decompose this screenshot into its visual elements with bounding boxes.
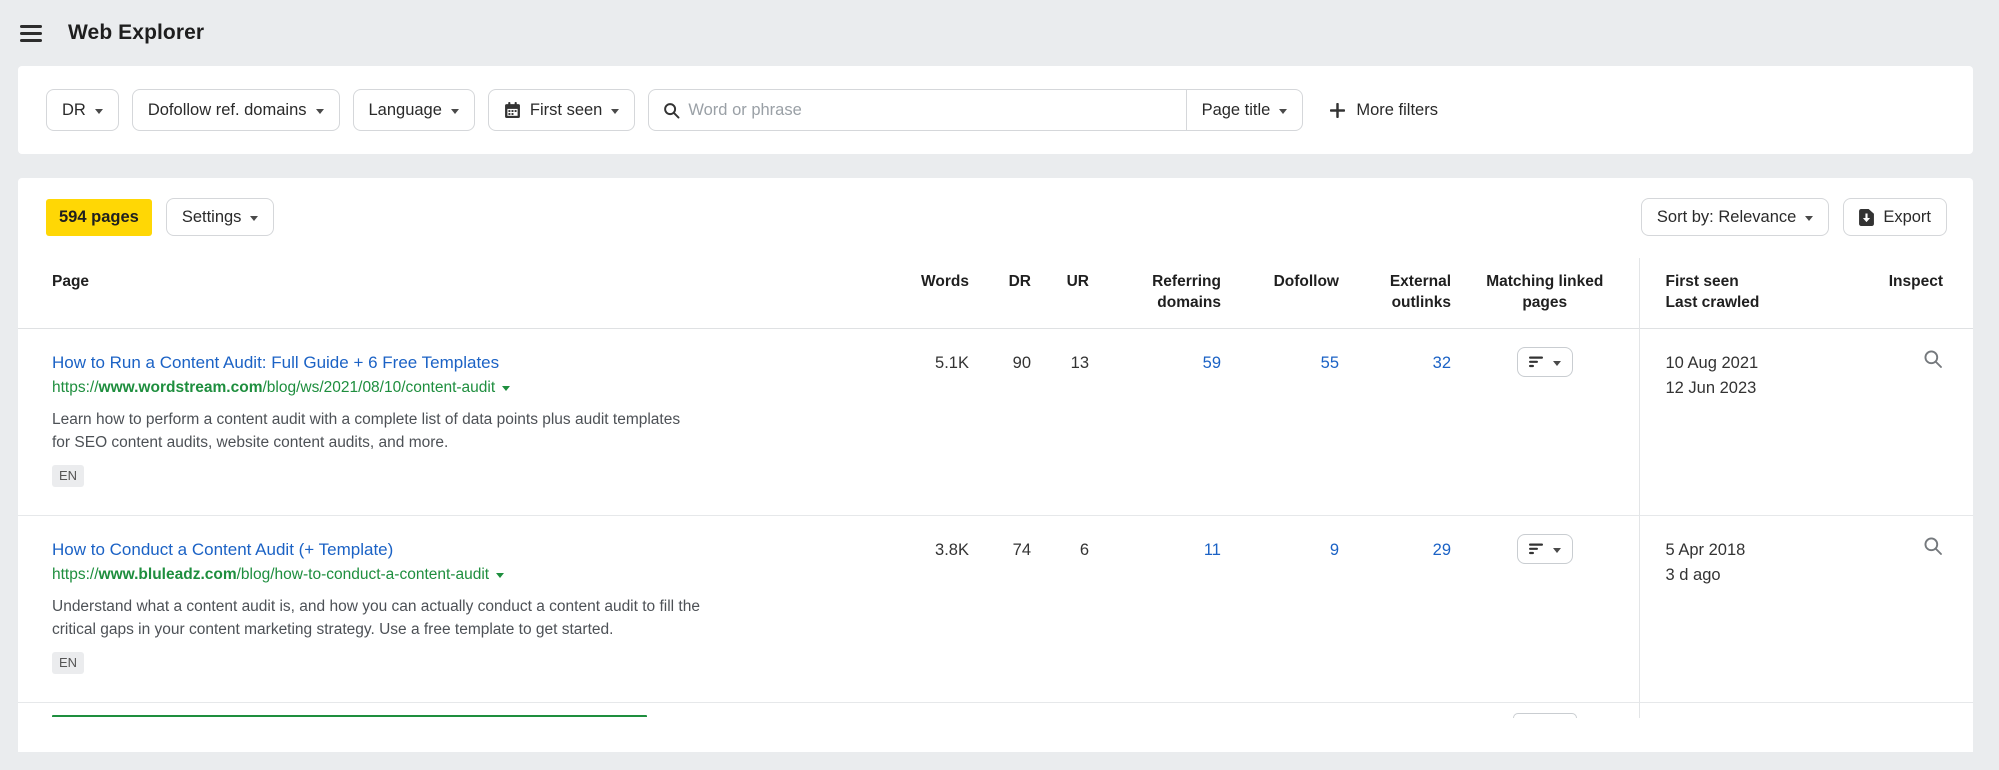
language-badge: EN xyxy=(52,465,85,487)
chevron-down-icon xyxy=(450,108,459,114)
plus-icon xyxy=(1330,102,1346,118)
inspect-button[interactable] xyxy=(1923,349,1943,372)
result-url-path: /blog/ws/2021/08/10/content-audit xyxy=(262,379,496,396)
dr-cell: 90 xyxy=(1012,354,1031,372)
export-icon xyxy=(1859,208,1875,226)
dofollow-ref-domains-filter-button[interactable]: Dofollow ref. domains xyxy=(131,89,340,131)
dates-cell: 10 Aug 2021 12 Jun 2023 xyxy=(1638,328,1887,516)
next-row-peek xyxy=(18,702,1973,718)
dofollow-filter-label: Dofollow ref. domains xyxy=(147,100,307,119)
top-header: Web Explorer xyxy=(0,0,1999,66)
column-header-inspect: Inspect xyxy=(1888,273,1943,290)
column-header-dofollow[interactable]: Dofollow xyxy=(1273,273,1339,290)
column-header-referring-domains[interactable]: Referring domains xyxy=(1152,273,1221,311)
dr-filter-button[interactable]: DR xyxy=(46,89,119,131)
first-seen-filter-button[interactable]: First seen xyxy=(487,89,636,131)
ur-cell: 6 xyxy=(1079,541,1089,559)
column-header-external-outlinks[interactable]: External outlinks xyxy=(1389,273,1451,311)
chevron-down-icon xyxy=(250,215,259,221)
dr-cell: 74 xyxy=(1012,541,1031,559)
more-filters-label: More filters xyxy=(1356,100,1438,119)
language-filter-label: Language xyxy=(368,100,442,119)
result-url-domain: www.wordstream.com xyxy=(98,379,263,396)
result-description: Learn how to perform a content audit wit… xyxy=(52,411,681,451)
results-panel: 594 pages Settings Sort by: Relevance Ex… xyxy=(18,178,1973,752)
more-filters-button[interactable]: More filters xyxy=(1326,101,1442,120)
results-count-badge: 594 pages xyxy=(46,198,152,236)
chevron-down-icon xyxy=(1552,360,1561,366)
magnifier-icon xyxy=(1924,350,1942,368)
settings-label: Settings xyxy=(181,207,242,226)
language-badge: EN xyxy=(52,652,85,674)
next-row-title-peek xyxy=(52,703,877,717)
chevron-down-icon xyxy=(611,108,620,114)
referring-domains-link[interactable]: 59 xyxy=(1202,354,1221,372)
language-filter-button[interactable]: Language xyxy=(352,89,475,131)
results-toolbar: 594 pages Settings Sort by: Relevance Ex… xyxy=(18,198,1973,236)
result-description: Understand what a content audit is, and … xyxy=(52,598,700,638)
dates-cell: 5 Apr 2018 3 d ago xyxy=(1638,515,1887,703)
dofollow-link[interactable]: 55 xyxy=(1320,354,1339,372)
table-row: How to Conduct a Content Audit (+ Templa… xyxy=(18,515,1973,703)
result-url-link[interactable]: https://www.bluleadz.com/blog/how-to-con… xyxy=(52,562,877,588)
search-input[interactable] xyxy=(686,90,1186,130)
external-outlinks-link[interactable]: 32 xyxy=(1432,354,1451,372)
first-seen-filter-label: First seen xyxy=(529,100,603,119)
filter-bar: DR Dofollow ref. domains Language First … xyxy=(18,66,1973,154)
search-scope-dropdown[interactable]: Page title xyxy=(1185,90,1303,130)
words-cell: 3.8K xyxy=(935,541,969,559)
sort-by-label: Sort by: Relevance xyxy=(1656,207,1797,226)
referring-domains-link[interactable]: 11 xyxy=(1203,541,1221,559)
column-header-matching-linked-pages[interactable]: Matching linked pages xyxy=(1486,273,1604,311)
matching-linked-pages-dropdown[interactable] xyxy=(1516,534,1573,564)
column-header-ur[interactable]: UR xyxy=(1066,273,1089,290)
table-header-row: Page Words DR UR Referring domains Dofol… xyxy=(18,258,1973,329)
sort-by-dropdown[interactable]: Sort by: Relevance xyxy=(1640,198,1830,236)
ur-cell: 13 xyxy=(1070,354,1089,372)
export-label: Export xyxy=(1883,207,1931,226)
search-icon xyxy=(649,102,686,119)
column-header-dr[interactable]: DR xyxy=(1008,273,1031,290)
last-crawled-value: 3 d ago xyxy=(1665,566,1721,584)
matching-linked-pages-dropdown[interactable] xyxy=(1516,347,1573,377)
next-row-button-peek xyxy=(1512,713,1577,718)
table-row: How to Run a Content Audit: Full Guide +… xyxy=(18,328,1973,516)
result-title-link[interactable]: How to Conduct a Content Audit (+ Templa… xyxy=(52,540,394,559)
settings-button[interactable]: Settings xyxy=(165,198,275,236)
results-table: Page Words DR UR Referring domains Dofol… xyxy=(18,258,1973,718)
chevron-down-icon xyxy=(1805,215,1814,221)
calendar-icon xyxy=(504,101,521,119)
search-group: Page title xyxy=(648,89,1304,131)
external-outlinks-link[interactable]: 29 xyxy=(1432,541,1451,559)
search-scope-label: Page title xyxy=(1201,100,1271,119)
result-url-domain: www.bluleadz.com xyxy=(98,566,237,583)
column-header-words[interactable]: Words xyxy=(921,273,969,290)
first-seen-value: 10 Aug 2021 xyxy=(1665,354,1759,372)
url-options-caret-icon[interactable] xyxy=(502,386,511,391)
inspect-button[interactable] xyxy=(1923,536,1943,559)
chevron-down-icon xyxy=(1552,547,1561,553)
chevron-down-icon xyxy=(315,108,324,114)
column-header-first-seen-last-crawled[interactable]: First seen Last crawled xyxy=(1638,258,1887,329)
url-options-caret-icon[interactable] xyxy=(496,573,505,578)
result-url-link[interactable]: https://www.wordstream.com/blog/ws/2021/… xyxy=(52,375,877,401)
result-title-link[interactable]: How to Run a Content Audit: Full Guide +… xyxy=(52,353,500,372)
column-header-page[interactable]: Page xyxy=(52,273,90,290)
align-left-lines-icon xyxy=(1528,356,1544,368)
last-crawled-value: 12 Jun 2023 xyxy=(1665,379,1757,397)
result-url-path: /blog/how-to-conduct-a-content-audit xyxy=(236,566,490,583)
chevron-down-icon xyxy=(1279,108,1288,114)
menu-icon[interactable] xyxy=(18,21,44,46)
magnifier-icon xyxy=(1924,537,1942,555)
export-button[interactable]: Export xyxy=(1843,198,1947,236)
page-title: Web Explorer xyxy=(68,21,205,44)
words-cell: 5.1K xyxy=(935,354,969,372)
chevron-down-icon xyxy=(94,108,103,114)
first-seen-value: 5 Apr 2018 xyxy=(1665,541,1746,559)
dr-filter-label: DR xyxy=(62,100,86,119)
dofollow-link[interactable]: 9 xyxy=(1329,541,1339,559)
align-left-lines-icon xyxy=(1528,543,1544,555)
